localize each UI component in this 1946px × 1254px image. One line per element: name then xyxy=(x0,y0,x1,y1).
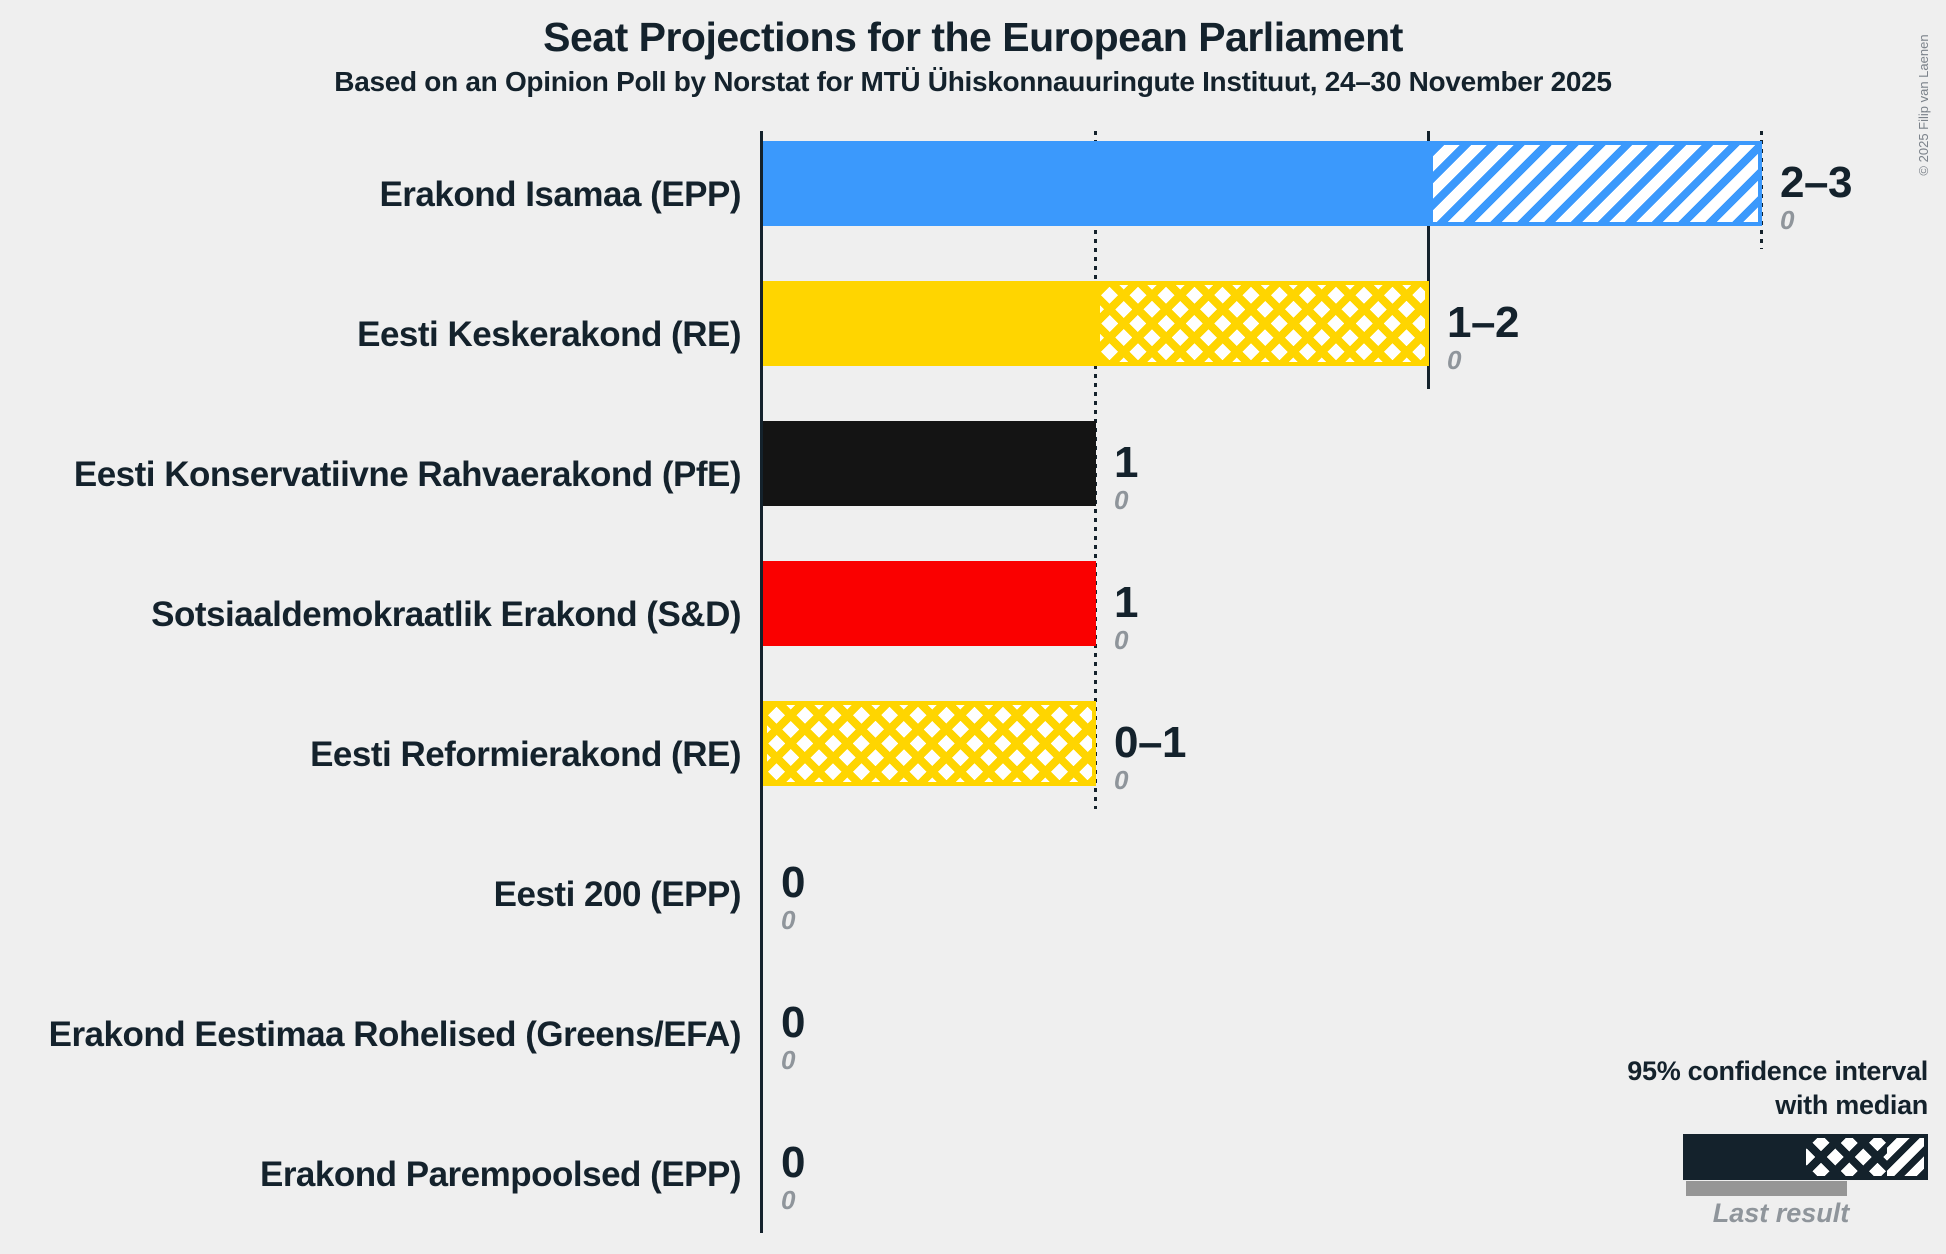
ci-value-label: 1 xyxy=(1114,438,1138,487)
bar-segment-solid xyxy=(763,141,1429,226)
value-labels: 0 0 xyxy=(781,998,805,1075)
legend-solid-segment xyxy=(1687,1138,1806,1176)
gridline-2-seats xyxy=(1427,131,1430,389)
ci-value-label: 0 xyxy=(781,998,805,1047)
legend-ci-label-line1: 95% confidence interval xyxy=(1627,1056,1928,1086)
value-labels: 0 0 xyxy=(781,858,805,935)
legend-sample-bar xyxy=(1683,1134,1928,1180)
party-label: Eesti 200 (EPP) xyxy=(493,874,742,914)
party-label: Eesti Reformierakond (RE) xyxy=(310,734,741,774)
party-row-isamaa: Erakond Isamaa (EPP) 2–3 0 xyxy=(0,141,1946,234)
party-label: Eesti Konservatiivne Rahvaerakond (PfE) xyxy=(73,454,742,494)
party-label: Erakond Eestimaa Rohelised (Greens/EFA) xyxy=(48,1014,742,1054)
party-row-sde: Sotsiaaldemokraatlik Erakond (S&D) 1 0 xyxy=(0,561,1946,654)
ci-value-label: 0 xyxy=(781,1138,805,1187)
chart-title: Seat Projections for the European Parlia… xyxy=(543,14,1403,60)
legend-last-result-label: Last result xyxy=(1712,1198,1850,1228)
ci-value-label: 1–2 xyxy=(1447,298,1519,347)
party-row-parempoolsed: Erakond Parempoolsed (EPP) 0 0 xyxy=(0,1121,1946,1215)
value-labels: 0–1 0 xyxy=(1114,718,1186,795)
value-labels: 1–2 0 xyxy=(1447,298,1519,375)
party-row-ekre: Eesti Konservatiivne Rahvaerakond (PfE) … xyxy=(0,421,1946,514)
bar-segment-solid xyxy=(763,281,1096,366)
bar-segment-diagonal-hatch xyxy=(1429,141,1762,226)
last-result-value: 0 xyxy=(781,905,796,935)
party-row-eesti200: Eesti 200 (EPP) 0 0 xyxy=(0,841,1946,935)
last-result-value: 0 xyxy=(1780,205,1795,235)
last-result-value: 0 xyxy=(1114,625,1129,655)
last-result-value: 0 xyxy=(1447,345,1462,375)
party-label: Erakond Parempoolsed (EPP) xyxy=(259,1154,742,1194)
last-result-value: 0 xyxy=(781,1045,796,1075)
party-row-rohelised: Erakond Eestimaa Rohelised (Greens/EFA) … xyxy=(0,981,1946,1075)
legend-crosshatch-segment xyxy=(1806,1138,1887,1176)
ci-value-label: 2–3 xyxy=(1780,158,1852,207)
bar-segment-crosshatch xyxy=(1096,281,1429,366)
last-result-value: 0 xyxy=(1114,485,1129,515)
value-labels: 1 0 xyxy=(1114,438,1138,515)
value-labels: 1 0 xyxy=(1114,578,1138,655)
party-label: Erakond Isamaa (EPP) xyxy=(379,174,741,214)
bar-confidence-interval xyxy=(763,561,1096,646)
last-result-value: 0 xyxy=(1114,765,1129,795)
legend-ci-label-line2: with median xyxy=(1775,1090,1928,1120)
bar-confidence-interval xyxy=(763,701,1096,786)
ci-value-label: 0 xyxy=(781,858,805,907)
last-result-value: 0 xyxy=(781,1185,796,1215)
bar-segment-crosshatch xyxy=(763,701,1096,786)
bar-confidence-interval xyxy=(763,281,1429,366)
value-labels: 2–3 0 xyxy=(1780,158,1852,235)
chart-subtitle: Based on an Opinion Poll by Norstat for … xyxy=(334,66,1612,97)
y-axis-line xyxy=(760,131,763,1233)
party-row-reformierakond: Eesti Reformierakond (RE) 0–1 0 xyxy=(0,701,1946,794)
bar-confidence-interval xyxy=(763,141,1762,226)
bar-segment-solid xyxy=(763,561,1096,646)
bar-segment-solid xyxy=(763,421,1096,506)
party-label: Sotsiaaldemokraatlik Erakond (S&D) xyxy=(151,594,741,634)
legend-last-result-bar xyxy=(1686,1181,1847,1196)
value-labels: 0 0 xyxy=(781,1138,805,1215)
ci-value-label: 1 xyxy=(1114,578,1138,627)
party-row-keskerakond: Eesti Keskerakond (RE) 1–2 0 xyxy=(0,281,1946,374)
legend-diagonal-hatch-segment xyxy=(1887,1138,1924,1176)
party-label: Eesti Keskerakond (RE) xyxy=(357,314,741,354)
ci-value-label: 0–1 xyxy=(1114,718,1186,767)
bar-confidence-interval xyxy=(763,421,1096,506)
